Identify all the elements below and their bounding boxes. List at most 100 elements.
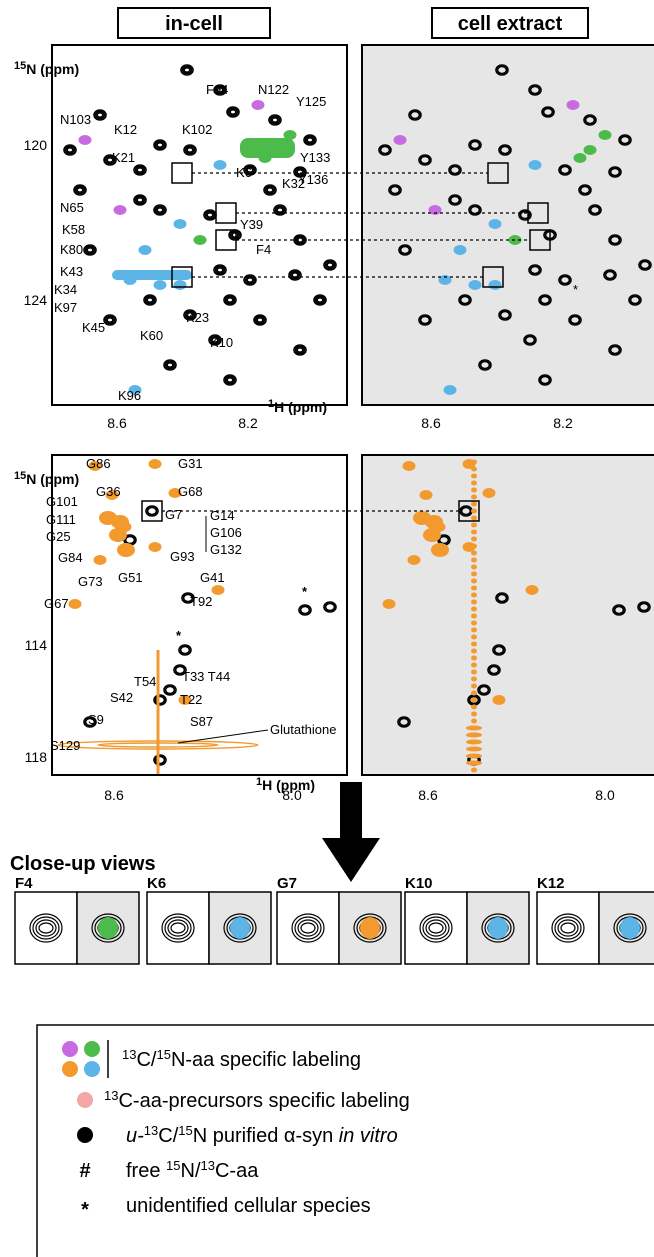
- peak: [397, 716, 411, 728]
- sup: 1: [268, 398, 274, 410]
- peak: [449, 195, 461, 205]
- highlight-box: [171, 162, 193, 184]
- glutathione-contour: [471, 466, 477, 472]
- peak-band: [240, 138, 295, 158]
- peak-label: G86: [86, 456, 111, 471]
- peak: [604, 270, 616, 280]
- peak-label: K21: [112, 150, 135, 165]
- peak: [542, 107, 554, 117]
- peak: [184, 310, 196, 320]
- peak: [154, 755, 166, 765]
- y-axis-label: 15N (ppm): [14, 470, 79, 487]
- peak: [144, 295, 156, 305]
- peak-label: K23: [186, 310, 209, 325]
- peak: [559, 165, 571, 175]
- peak: [413, 511, 431, 525]
- peak: [619, 135, 631, 145]
- x-tick-label: 8.0: [595, 787, 615, 803]
- peak: [178, 644, 192, 656]
- peak-label: G84: [58, 550, 83, 565]
- peak: [163, 684, 177, 696]
- peak: [231, 232, 239, 239]
- peak: [579, 185, 591, 195]
- peak: [388, 184, 402, 196]
- x-tick-label: 8.6: [104, 787, 124, 803]
- closeup-contour: [161, 913, 195, 943]
- peak: [487, 664, 501, 676]
- peak: [409, 110, 421, 120]
- glutathione-contour: [471, 487, 477, 493]
- text: -syn: [295, 1125, 338, 1147]
- peak-band: [112, 270, 192, 280]
- asterisk: *: [176, 628, 182, 643]
- closeup-contour: [353, 913, 387, 943]
- panel-frame: [361, 454, 654, 776]
- peak: [389, 185, 401, 195]
- peak: [229, 109, 237, 116]
- peak: [628, 294, 642, 306]
- peak: [153, 694, 167, 706]
- closeup-label: K10: [405, 875, 433, 892]
- sup: 15: [178, 1123, 192, 1138]
- peak-label: G7: [165, 507, 182, 522]
- peak-label: G68: [178, 484, 203, 499]
- closeup-contour: [164, 916, 192, 940]
- closeup-contour: [481, 913, 515, 943]
- closeup-contour: [167, 919, 189, 937]
- peak: [398, 717, 410, 727]
- peak: [166, 361, 174, 368]
- peak: [63, 144, 77, 156]
- closeup-contour: [419, 913, 453, 943]
- peak: [211, 585, 225, 595]
- peak: [253, 314, 267, 326]
- peak: [496, 65, 508, 75]
- peak: [266, 187, 274, 194]
- glutathione-contour: [471, 508, 477, 514]
- peak: [134, 195, 146, 205]
- peak: [608, 166, 622, 178]
- closeup-label: K6: [147, 875, 166, 892]
- peak: [226, 106, 240, 118]
- peak: [224, 295, 236, 305]
- peak-label: Glutathione: [270, 722, 337, 737]
- peak: [183, 144, 197, 156]
- closeup-frame: [14, 891, 78, 965]
- peak-label: S9: [88, 712, 104, 727]
- peak: [173, 219, 187, 229]
- peak: [154, 205, 166, 215]
- closeup-peak: [230, 917, 250, 939]
- peak: [598, 130, 612, 140]
- glutathione-contour: [471, 564, 477, 570]
- closeup-frame: [536, 891, 600, 965]
- highlight-box: [458, 500, 480, 522]
- peak: [99, 511, 117, 525]
- closeup-frame: [404, 891, 468, 965]
- x-tick-label: 8.2: [553, 415, 573, 431]
- arrow-shaft: [340, 782, 362, 842]
- peak: [639, 260, 651, 270]
- peak: [478, 685, 490, 695]
- peak: [431, 543, 449, 557]
- sup: 15: [166, 1158, 180, 1173]
- peak-label: G132: [210, 542, 242, 557]
- peak: [382, 599, 396, 609]
- y-axis-label: 15N (ppm): [14, 60, 79, 77]
- x-tick-label: 8.2: [238, 415, 258, 431]
- text: free: [126, 1160, 166, 1182]
- glutathione-contour: [471, 627, 477, 633]
- peak: [208, 334, 222, 346]
- peak: [109, 528, 127, 542]
- glutathione-contour: [466, 739, 482, 745]
- legend-symbol: #: [79, 1160, 90, 1182]
- peak: [213, 84, 227, 96]
- peak: [293, 344, 307, 356]
- peak: [64, 145, 76, 155]
- peak: [539, 375, 551, 385]
- glutathione-contour: [471, 550, 477, 556]
- peak-label: N65: [60, 200, 84, 215]
- peak: [93, 555, 107, 565]
- header-box: [431, 7, 589, 39]
- closeup-contour: [223, 913, 257, 943]
- legend-text: free 15N/13C-aa: [126, 1158, 259, 1182]
- sup: 13: [144, 1123, 158, 1138]
